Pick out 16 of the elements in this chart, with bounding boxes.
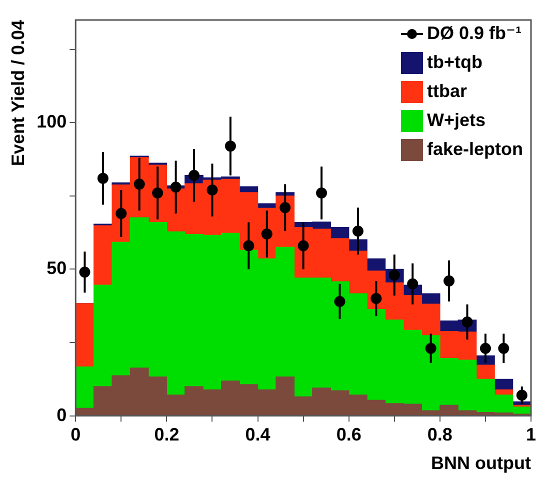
legend-label: DØ 0.9 fb⁻¹ — [426, 22, 522, 43]
legend-label: fake-lepton — [426, 138, 524, 159]
x-tick-label: 0.6 — [336, 424, 362, 445]
y-tick-label: 50 — [46, 258, 67, 278]
x-tick-label: 0.2 — [154, 424, 180, 445]
legend-label: tb+tqb — [426, 52, 482, 72]
y-tick-label: 0 — [56, 404, 67, 425]
x-axis-title: BNN output — [431, 453, 532, 474]
x-tick-label: 0.4 — [245, 424, 270, 445]
legend-label: W+jets — [426, 110, 486, 130]
x-tick-label: 0.8 — [427, 424, 452, 445]
legend-label: ttbar — [426, 80, 467, 101]
x-tick-label: 0 — [70, 424, 81, 445]
y-tick-label: 100 — [36, 112, 67, 132]
x-tick-label: 1 — [526, 424, 536, 445]
y-axis-title: Event Yield / 0.04 — [8, 20, 28, 166]
